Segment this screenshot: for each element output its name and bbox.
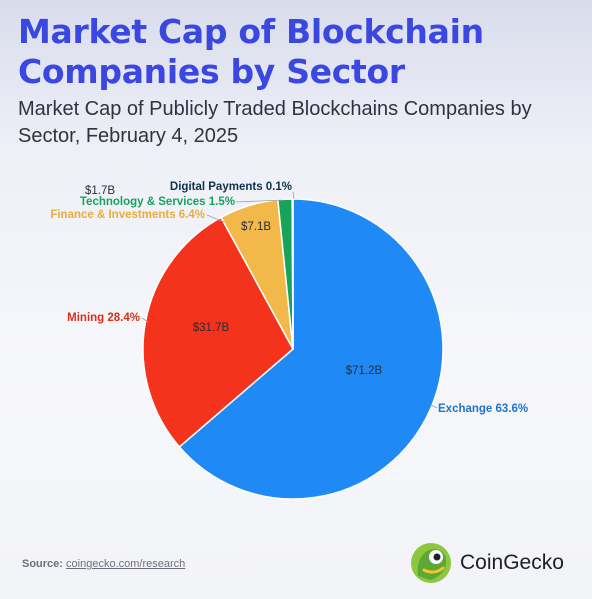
slice-label: Technology & Services 1.5% [80, 196, 235, 208]
leader-line [141, 317, 149, 323]
leader-line [292, 191, 295, 200]
leader-line [235, 199, 284, 203]
source-note: Source: coingecko.com/research [22, 558, 185, 570]
chart-subtitle: Market Cap of Publicly Traded Blockchain… [18, 98, 532, 147]
slice-value-label: $31.7B [193, 322, 230, 334]
slice-value-label: $71.2B [346, 365, 383, 377]
leader-line [206, 214, 225, 223]
pie-slice [291, 198, 294, 350]
slice-label: Exchange 63.6% [438, 403, 528, 415]
slice-value-label: $7.1B [241, 221, 271, 233]
leader-line [430, 404, 438, 409]
slice-label: Mining 28.4% [67, 312, 140, 324]
slice-label: Digital Payments 0.1% [170, 181, 292, 193]
slice-label: Finance & Investments 6.4% [50, 209, 205, 221]
gecko-icon [411, 543, 451, 583]
source-label: Source: [22, 558, 63, 570]
source-link[interactable]: coingecko.com/research [66, 558, 186, 570]
pie-slice [142, 216, 294, 448]
slice-value-label: $1.7B [85, 185, 115, 197]
brand-logo: CoinGecko [410, 541, 564, 585]
brand-name: CoinGecko [460, 551, 564, 574]
chart-title: Market Cap of Blockchain Companies by Se… [18, 12, 484, 91]
pie-slice [178, 198, 444, 500]
